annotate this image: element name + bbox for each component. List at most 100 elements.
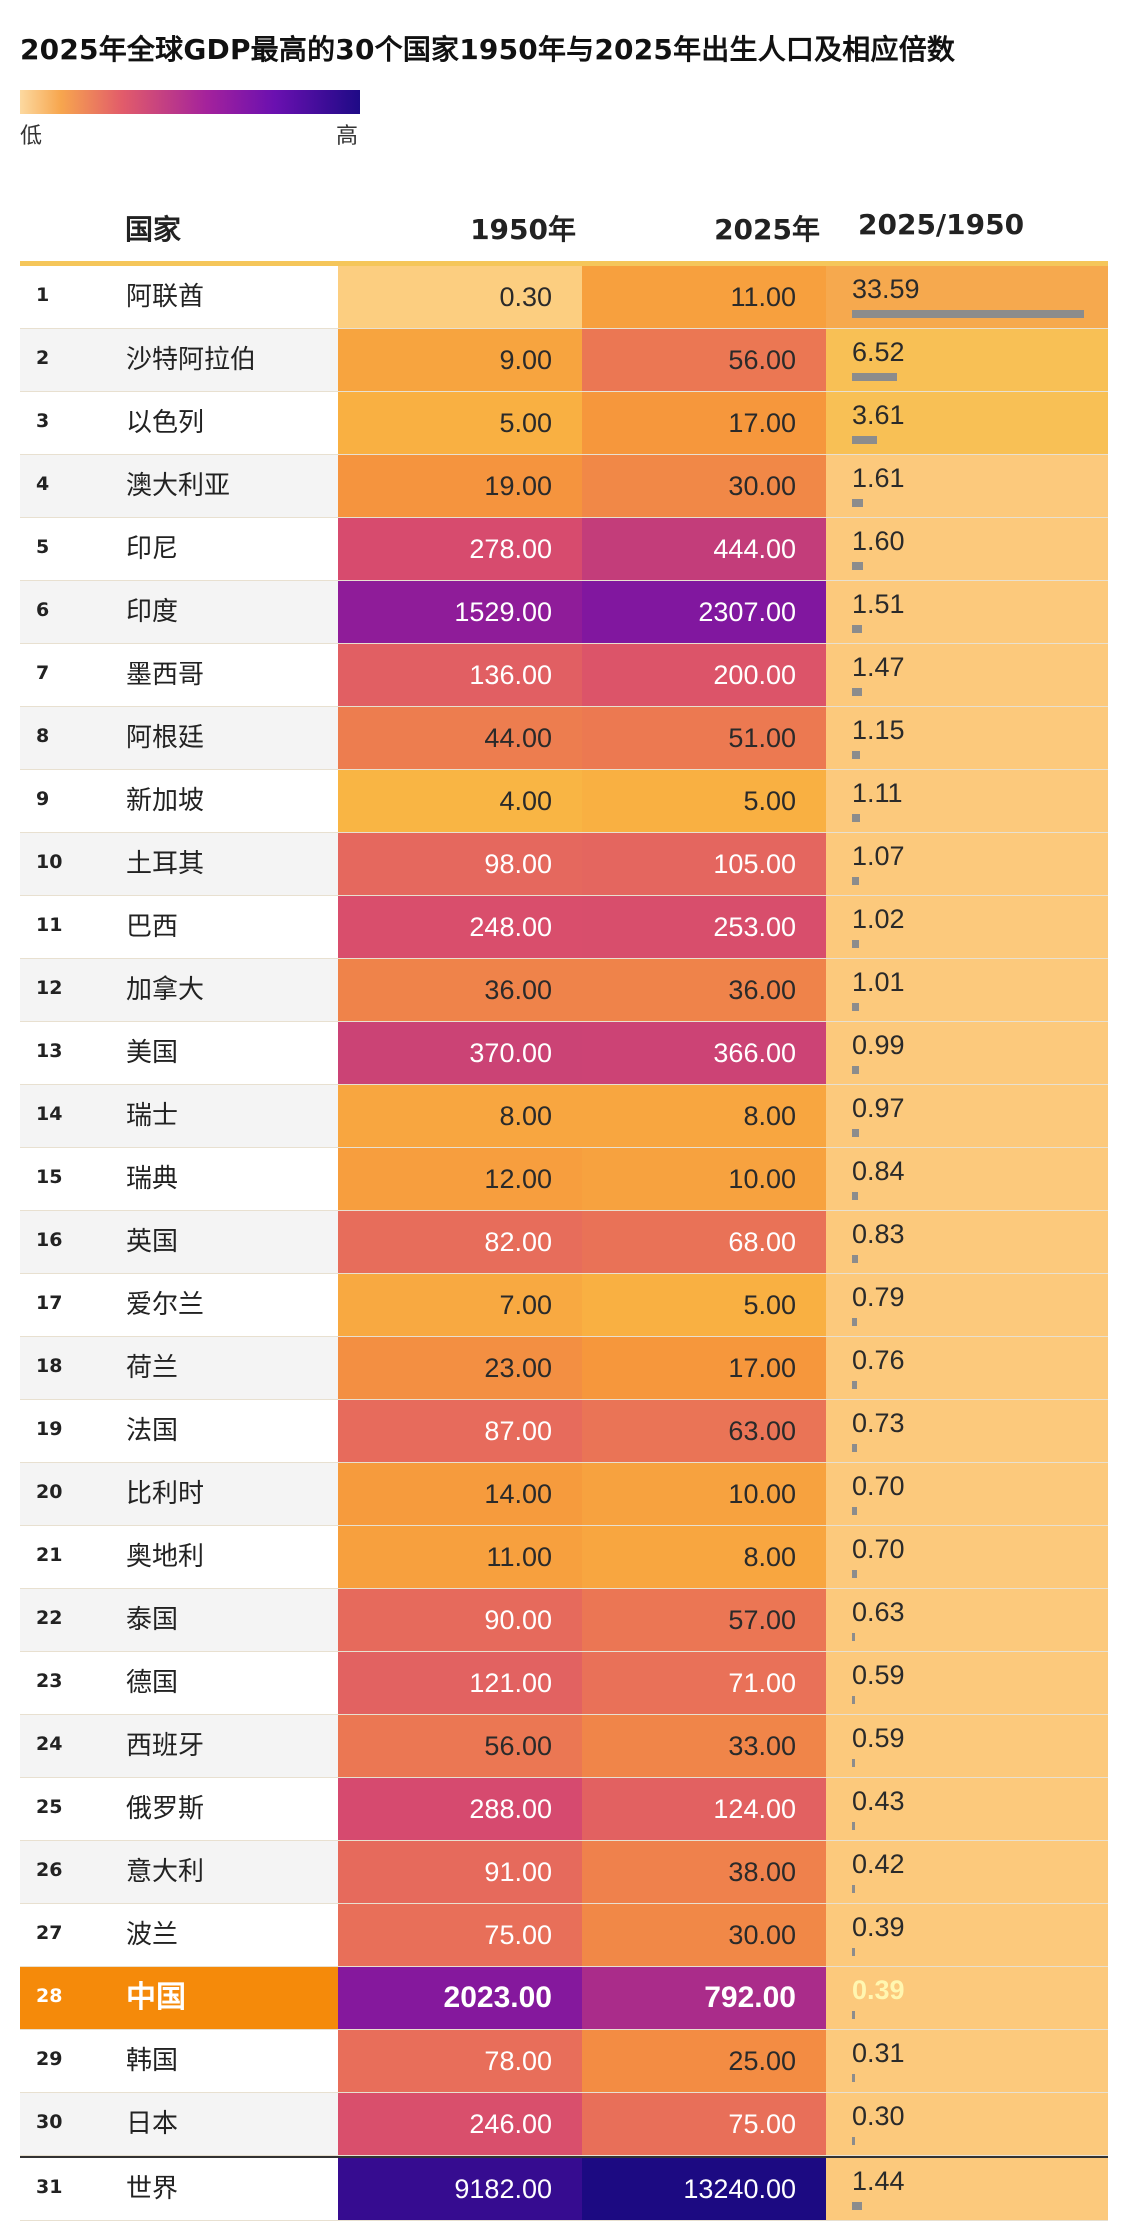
ratio-value: 0.59 — [852, 1723, 905, 1753]
country-cell: 阿根廷 — [120, 707, 338, 769]
value-2025-cell: 56.00 — [582, 329, 826, 391]
value-2025-cell: 792.00 — [582, 1967, 826, 2029]
rank-cell: 18 — [20, 1337, 120, 1399]
value-1950-cell: 1529.00 — [338, 581, 582, 643]
country-cell: 爱尔兰 — [120, 1274, 338, 1336]
country-cell: 中国 — [120, 1967, 338, 2029]
ratio-bar — [852, 1759, 855, 1767]
rank-cell: 9 — [20, 770, 120, 832]
table-row: 28 中国 2023.00 792.00 0.39 — [20, 1967, 1108, 2030]
ratio-value: 33.59 — [852, 274, 920, 304]
country-cell: 加拿大 — [120, 959, 338, 1021]
value-1950-cell: 12.00 — [338, 1148, 582, 1210]
ratio-cell: 1.51 — [826, 581, 1108, 643]
table-row: 1 阿联酋 0.30 11.00 33.59 — [20, 266, 1108, 329]
ratio-cell: 6.52 — [826, 329, 1108, 391]
table-header: 国家 1950年 2025年 2025/1950 — [20, 180, 1108, 262]
table-row: 5 印尼 278.00 444.00 1.60 — [20, 518, 1108, 581]
value-2025-cell: 71.00 — [582, 1652, 826, 1714]
ratio-value: 0.76 — [852, 1345, 905, 1375]
rank-cell: 1 — [20, 266, 120, 328]
country-cell: 日本 — [120, 2093, 338, 2155]
value-2025-cell: 33.00 — [582, 1715, 826, 1777]
ratio-bar — [852, 1570, 857, 1578]
color-legend-bar — [20, 90, 360, 114]
table-row: 20 比利时 14.00 10.00 0.70 — [20, 1463, 1108, 1526]
ratio-value: 0.84 — [852, 1156, 905, 1186]
value-1950-cell: 121.00 — [338, 1652, 582, 1714]
ratio-value: 0.31 — [852, 2038, 905, 2068]
rank-cell: 15 — [20, 1148, 120, 1210]
ratio-cell: 1.01 — [826, 959, 1108, 1021]
table-row: 23 德国 121.00 71.00 0.59 — [20, 1652, 1108, 1715]
value-2025-cell: 105.00 — [582, 833, 826, 895]
rank-cell: 3 — [20, 392, 120, 454]
value-2025-cell: 75.00 — [582, 2093, 826, 2155]
table-row: 8 阿根廷 44.00 51.00 1.15 — [20, 707, 1108, 770]
value-1950-cell: 2023.00 — [338, 1967, 582, 2029]
ratio-cell: 0.42 — [826, 1841, 1108, 1903]
value-2025-cell: 10.00 — [582, 1148, 826, 1210]
rank-cell: 16 — [20, 1211, 120, 1273]
value-1950-cell: 5.00 — [338, 392, 582, 454]
rank-cell: 24 — [20, 1715, 120, 1777]
rank-cell: 11 — [20, 896, 120, 958]
ratio-cell: 0.59 — [826, 1715, 1108, 1777]
ratio-value: 1.44 — [852, 2166, 905, 2196]
table-row: 10 土耳其 98.00 105.00 1.07 — [20, 833, 1108, 896]
value-1950-cell: 370.00 — [338, 1022, 582, 1084]
ratio-value: 1.07 — [852, 841, 905, 871]
country-cell: 法国 — [120, 1400, 338, 1462]
table-row: 12 加拿大 36.00 36.00 1.01 — [20, 959, 1108, 1022]
ratio-cell: 1.02 — [826, 896, 1108, 958]
ratio-bar — [852, 1948, 855, 1956]
table-row: 16 英国 82.00 68.00 0.83 — [20, 1211, 1108, 1274]
ratio-bar — [852, 877, 859, 885]
value-2025-cell: 366.00 — [582, 1022, 826, 1084]
table-body: 1 阿联酋 0.30 11.00 33.59 2 沙特阿拉伯 9.00 56.00 6.52 3 以色… — [20, 266, 1108, 2221]
value-1950-cell: 23.00 — [338, 1337, 582, 1399]
ratio-bar — [852, 1066, 859, 1074]
ratio-cell: 0.83 — [826, 1211, 1108, 1273]
value-2025-cell: 36.00 — [582, 959, 826, 1021]
value-1950-cell: 19.00 — [338, 455, 582, 517]
ratio-cell: 0.43 — [826, 1778, 1108, 1840]
value-2025-cell: 200.00 — [582, 644, 826, 706]
value-2025-cell: 11.00 — [582, 266, 826, 328]
value-1950-cell: 87.00 — [338, 1400, 582, 1462]
rank-cell: 2 — [20, 329, 120, 391]
ratio-bar — [852, 1696, 855, 1704]
ratio-cell: 0.76 — [826, 1337, 1108, 1399]
ratio-bar — [852, 1822, 855, 1830]
rank-cell: 5 — [20, 518, 120, 580]
value-1950-cell: 9182.00 — [338, 2158, 582, 2220]
ratio-cell: 0.59 — [826, 1652, 1108, 1714]
table-row: 14 瑞士 8.00 8.00 0.97 — [20, 1085, 1108, 1148]
ratio-bar — [852, 2011, 855, 2019]
ratio-cell: 0.31 — [826, 2030, 1108, 2092]
ratio-bar — [852, 814, 860, 822]
table-row: 18 荷兰 23.00 17.00 0.76 — [20, 1337, 1108, 1400]
country-cell: 荷兰 — [120, 1337, 338, 1399]
ratio-cell: 1.61 — [826, 455, 1108, 517]
value-1950-cell: 75.00 — [338, 1904, 582, 1966]
rank-cell: 14 — [20, 1085, 120, 1147]
rank-cell: 23 — [20, 1652, 120, 1714]
value-2025-cell: 124.00 — [582, 1778, 826, 1840]
ratio-bar — [852, 1633, 855, 1641]
rank-cell: 17 — [20, 1274, 120, 1336]
header-1950: 1950年 — [470, 213, 576, 246]
ratio-bar — [852, 373, 897, 381]
table-row: 4 澳大利亚 19.00 30.00 1.61 — [20, 455, 1108, 518]
value-2025-cell: 38.00 — [582, 1841, 826, 1903]
table-row: 29 韩国 78.00 25.00 0.31 — [20, 2030, 1108, 2093]
country-cell: 瑞士 — [120, 1085, 338, 1147]
value-1950-cell: 82.00 — [338, 1211, 582, 1273]
country-cell: 韩国 — [120, 2030, 338, 2092]
table-row: 17 爱尔兰 7.00 5.00 0.79 — [20, 1274, 1108, 1337]
table-row: 2 沙特阿拉伯 9.00 56.00 6.52 — [20, 329, 1108, 392]
ratio-value: 0.73 — [852, 1408, 905, 1438]
country-cell: 泰国 — [120, 1589, 338, 1651]
country-cell: 巴西 — [120, 896, 338, 958]
table-row: 15 瑞典 12.00 10.00 0.84 — [20, 1148, 1108, 1211]
